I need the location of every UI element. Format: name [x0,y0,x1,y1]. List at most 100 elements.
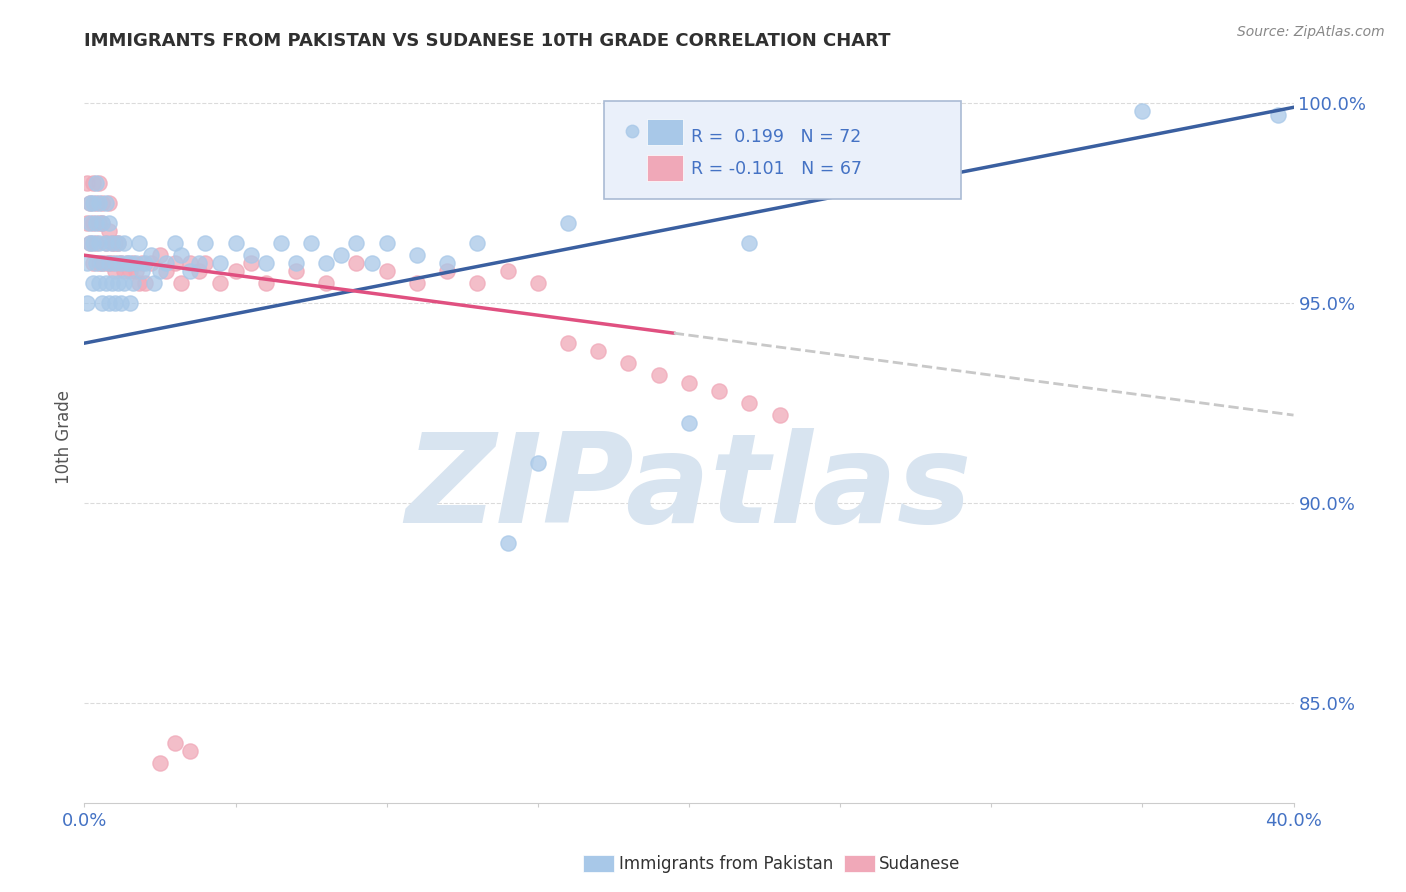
Text: Source: ZipAtlas.com: Source: ZipAtlas.com [1237,25,1385,39]
Point [89,176,111,190]
Point [142,276,165,290]
Point [94,196,117,211]
Point [94,256,117,270]
Point [436,256,458,270]
Point [82,236,104,251]
FancyBboxPatch shape [647,155,683,181]
Point [100,236,122,251]
Point [170,276,193,290]
Text: R =  0.199   N = 72: R = 0.199 N = 72 [692,128,862,146]
Point [496,536,519,550]
Point [315,256,337,270]
Point [82,276,104,290]
Point [94,236,117,251]
Point [107,236,129,251]
Point [194,256,217,270]
Point [91,296,114,310]
Point [209,276,232,290]
Point [91,256,114,270]
Point [527,456,550,470]
Point [89,276,111,290]
Point [209,256,232,270]
Point [104,236,127,251]
Point [97,224,120,238]
Point [1130,104,1153,119]
Point [738,396,761,410]
Point [467,276,489,290]
Point [165,256,187,270]
Point [299,236,322,251]
Point [225,236,247,251]
FancyBboxPatch shape [605,101,962,200]
Point [527,276,550,290]
Y-axis label: 10th Grade: 10th Grade [55,390,73,484]
Point [139,248,162,262]
Point [239,248,262,262]
Point [79,216,101,230]
Point [112,276,135,290]
Point [97,256,120,270]
Point [254,256,277,270]
Point [91,196,114,211]
Point [110,256,132,270]
Point [115,256,138,270]
Point [165,236,187,251]
Point [86,176,108,190]
Point [557,216,579,230]
Point [588,344,610,359]
Point [100,276,122,290]
Point [118,264,141,278]
Point [76,296,98,310]
Point [149,248,172,262]
Point [79,196,101,211]
Point [118,296,141,310]
Point [617,356,640,370]
Point [76,256,98,270]
Point [131,256,153,270]
Point [125,264,148,278]
Point [254,276,277,290]
Point [125,256,148,270]
Point [79,236,101,251]
Text: R = -0.101   N = 67: R = -0.101 N = 67 [692,161,862,178]
Point [179,256,201,270]
Point [107,256,129,270]
Point [110,296,132,310]
Point [82,196,104,211]
Point [346,236,368,251]
Point [100,256,122,270]
Point [467,236,489,251]
Point [375,236,398,251]
Point [188,264,211,278]
Point [496,264,519,278]
Point [188,256,211,270]
Text: IMMIGRANTS FROM PAKISTAN VS SUDANESE 10TH GRADE CORRELATION CHART: IMMIGRANTS FROM PAKISTAN VS SUDANESE 10T… [84,32,891,50]
Point [91,216,114,230]
Point [678,416,700,430]
Point [225,264,247,278]
Point [315,276,337,290]
Point [436,264,458,278]
Point [104,296,127,310]
Point [94,276,117,290]
Point [179,744,201,758]
Point [76,176,98,190]
Point [709,384,731,398]
Point [149,264,172,278]
Point [86,216,108,230]
Point [155,264,177,278]
Point [118,256,141,270]
Point [97,296,120,310]
Point [194,236,217,251]
Point [82,256,104,270]
Text: Sudanese: Sudanese [879,855,960,873]
Point [79,236,101,251]
Point [76,216,98,230]
Point [270,236,292,251]
Point [86,196,108,211]
Point [346,256,368,270]
Point [86,256,108,270]
Point [139,256,162,270]
Point [330,248,353,262]
Point [678,376,700,391]
